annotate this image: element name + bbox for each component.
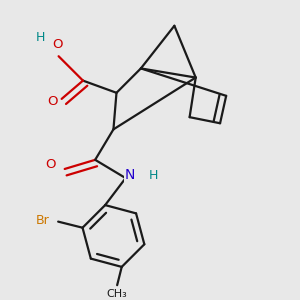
Text: Br: Br — [36, 214, 50, 226]
Text: O: O — [52, 38, 62, 50]
Text: O: O — [47, 95, 58, 108]
Text: N: N — [125, 168, 135, 182]
Text: H: H — [36, 32, 45, 44]
Text: O: O — [46, 158, 56, 171]
Text: CH₃: CH₃ — [107, 289, 128, 299]
Text: H: H — [148, 169, 158, 182]
